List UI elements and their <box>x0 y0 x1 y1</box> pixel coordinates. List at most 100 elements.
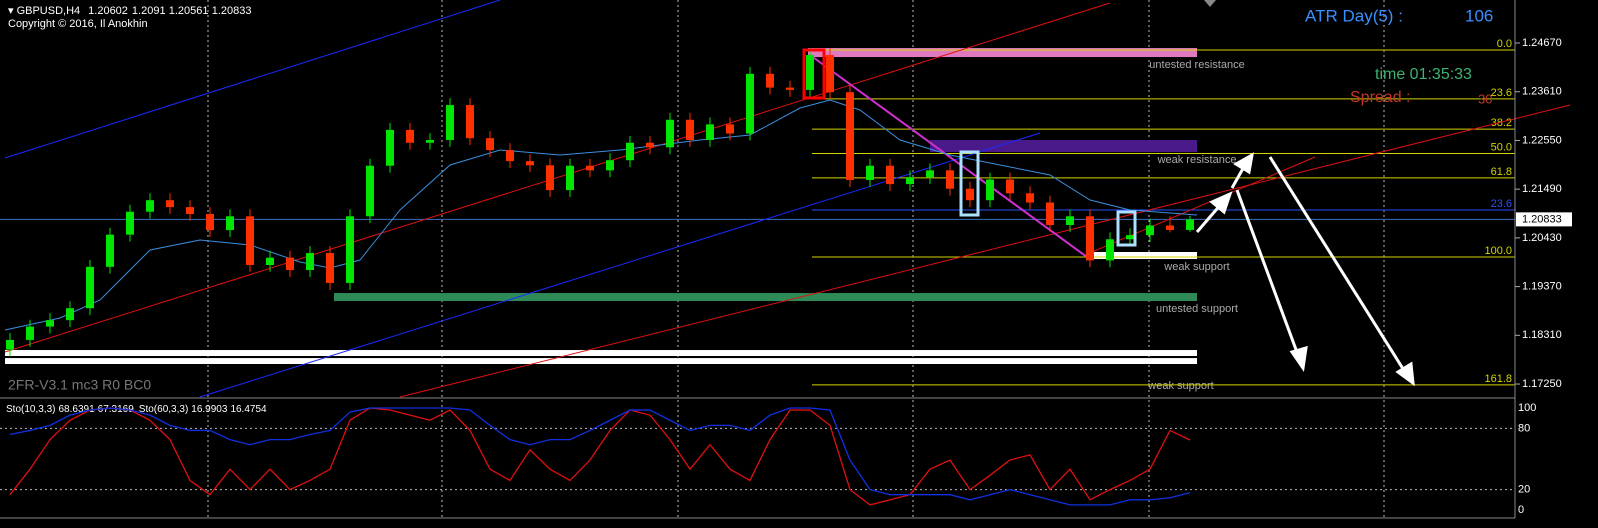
arrow-head <box>1233 152 1255 175</box>
y-tick-label: 1.20430 <box>1522 232 1562 244</box>
candle-body <box>666 119 674 148</box>
candle-body <box>226 216 234 231</box>
y-tick-label: 1.19370 <box>1522 281 1562 293</box>
sto-title: Sto(60,3,3) <box>139 404 188 415</box>
candle-body <box>246 216 254 266</box>
y-tick-label: 100 <box>1518 402 1536 414</box>
y-tick-label: 1.24670 <box>1522 37 1562 49</box>
candle-body <box>866 165 874 180</box>
candle-body <box>186 207 194 214</box>
candle-body <box>386 129 394 166</box>
candle-body <box>726 124 734 134</box>
candle-body <box>466 105 474 139</box>
moving-average <box>4 99 1198 331</box>
y-tick-label: 0 <box>1518 504 1524 516</box>
candle-body <box>546 165 554 191</box>
arrow-head <box>1289 345 1308 372</box>
candle-body <box>606 160 614 171</box>
candle-body <box>806 54 814 90</box>
candle-body <box>1186 219 1194 230</box>
arrow-head <box>1209 191 1233 215</box>
candle-body <box>446 105 454 140</box>
channel-line <box>1084 156 1316 256</box>
candle-body <box>1086 216 1094 261</box>
sto-value: 68.6391 <box>58 404 95 415</box>
symbol: GBPUSD,H4 <box>17 5 81 17</box>
candle-body <box>46 320 54 327</box>
close: 1.20833 <box>212 5 252 17</box>
chart-header: ▾ GBPUSD,H4 1.20602 1.2091 1.20561 1.20833 <box>8 5 251 17</box>
fib-label: 38.2 <box>1491 117 1512 129</box>
candle-body <box>1106 239 1114 261</box>
fib-label: 50.0 <box>1491 141 1512 153</box>
spread-value: 30 <box>1478 91 1492 106</box>
candle-body <box>1026 193 1034 203</box>
price-box <box>1516 212 1572 227</box>
markers <box>802 48 1137 247</box>
candle-body <box>686 119 694 140</box>
stochastic-line <box>9 407 1191 506</box>
channel-line <box>199 132 1041 398</box>
candle-body <box>586 165 594 171</box>
spread-label: Spread : <box>1350 89 1410 106</box>
vertical-grid <box>207 0 1385 518</box>
annotation: weak support <box>1147 380 1213 392</box>
candle-body <box>406 129 414 143</box>
menu-triangle: ▾ <box>8 5 17 17</box>
candle-body <box>946 170 954 189</box>
arrow-head <box>1395 361 1415 387</box>
indicator-label: 2FR-V3.1 mc3 R0 BC0 <box>8 377 151 393</box>
y-tick-label: 1.22550 <box>1522 134 1562 146</box>
candle-body <box>86 266 94 309</box>
arrow <box>1268 156 1407 373</box>
zones: untested resistance weak resistance weak s… <box>0 38 1515 392</box>
candle-body <box>506 150 514 162</box>
candle-body <box>846 92 854 180</box>
pattern-box <box>1116 210 1137 247</box>
candle-body <box>426 139 434 143</box>
candle-body <box>326 253 334 283</box>
candle-body <box>766 73 774 88</box>
time-label: time 01:35:33 <box>1375 66 1472 83</box>
sto-value: 16.4754 <box>230 404 267 415</box>
arrow <box>1235 189 1300 356</box>
y-tick-label: 1.18310 <box>1522 329 1562 341</box>
candle-body <box>746 73 754 134</box>
candle-body <box>126 211 134 235</box>
y-tick-label: 1.21490 <box>1522 183 1562 195</box>
low: 1.20561 <box>169 5 209 17</box>
sto-title: Sto(10,3,3) <box>6 404 55 415</box>
fib-label: 23.6 <box>1491 198 1512 210</box>
swing-line <box>809 54 1088 258</box>
zone <box>1087 251 1197 260</box>
zone <box>930 140 1197 153</box>
candle-body <box>626 142 634 161</box>
candle-body <box>1006 179 1014 194</box>
y-tick-label: 1.23610 <box>1522 86 1562 98</box>
candle-body <box>526 161 534 166</box>
candle-body <box>6 339 14 350</box>
fib-label: 61.8 <box>1491 166 1512 178</box>
zone-label: weak support <box>1163 261 1229 273</box>
zone <box>334 293 1197 302</box>
candle-body <box>1046 202 1054 226</box>
fib-label: 161.8 <box>1484 373 1512 385</box>
candle-body <box>986 179 994 201</box>
zone <box>5 350 1197 357</box>
candle-body <box>486 138 494 151</box>
high: 1.2091 <box>132 5 166 17</box>
candle-body <box>966 188 974 201</box>
channel-line <box>4 0 501 159</box>
candle-body <box>646 142 654 148</box>
candle-body <box>906 177 914 185</box>
arrows <box>1195 152 1415 387</box>
candle-body <box>106 234 114 267</box>
fib-label: 0.0 <box>1497 38 1512 50</box>
zone-label: untested resistance <box>1149 59 1244 71</box>
sto-value: 16.9903 <box>191 404 228 415</box>
candle-body <box>286 257 294 271</box>
candle-body <box>1066 216 1074 226</box>
stochastic-line <box>9 407 1191 506</box>
candle-body <box>346 216 354 283</box>
